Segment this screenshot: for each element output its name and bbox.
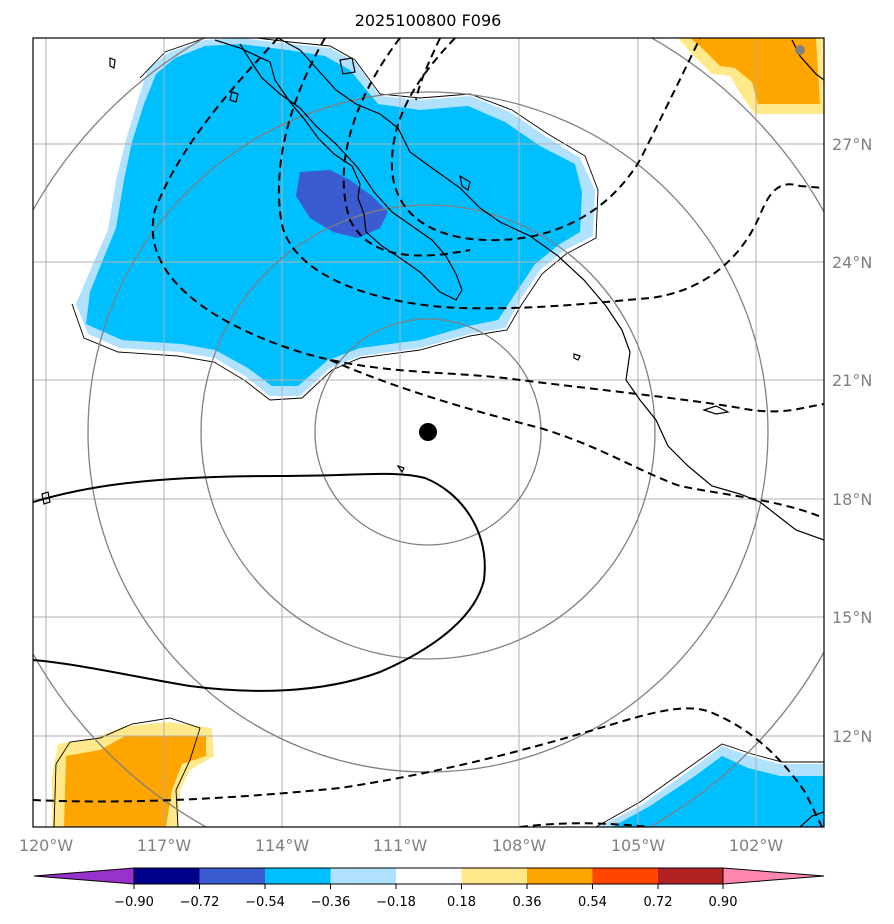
- storm-center-marker: [419, 423, 437, 441]
- colorbar-tick-label: −0.18: [376, 895, 416, 910]
- colorbar: −0.90 −0.72 −0.54 −0.36 −0.18 0.18 0.36 …: [33, 867, 825, 910]
- colorbar-segment: [134, 868, 200, 884]
- lat-label: 12°N: [832, 727, 872, 746]
- solid-contour: [33, 472, 486, 692]
- lon-label: 102°W: [729, 836, 784, 855]
- lon-label: 108°W: [492, 836, 547, 855]
- colorbar-tick-label: −0.90: [114, 895, 154, 910]
- colorbar-segment: [396, 868, 462, 884]
- colorbar-segment: [265, 868, 331, 884]
- colorbar-tick-label: 0.36: [513, 895, 542, 910]
- colorbar-tick-label: −0.36: [311, 895, 351, 910]
- lat-label: 27°N: [832, 135, 872, 154]
- colorbar-ticks: [133, 884, 724, 889]
- negative-anomaly-region: [71, 38, 599, 401]
- colorbar-segment: [527, 868, 593, 884]
- colorbar-extend-high: [722, 867, 825, 885]
- latitude-labels: 27°N 24°N 21°N 18°N 15°N 12°N: [832, 135, 872, 746]
- city-marker: [795, 45, 805, 55]
- colorbar-extend-low: [33, 867, 135, 885]
- colorbar-tick-label: 0.18: [447, 895, 476, 910]
- colorbar-segment: [461, 868, 527, 884]
- lat-label: 18°N: [832, 490, 872, 509]
- map-frame: [32, 37, 825, 828]
- lat-label: 15°N: [832, 608, 872, 627]
- colorbar-tick-label: 0.90: [709, 895, 738, 910]
- colorbar-segment: [592, 868, 658, 884]
- lon-label: 114°W: [255, 836, 310, 855]
- colorbar-tick-label: −0.72: [180, 895, 220, 910]
- colorbar-tick-label: 0.54: [578, 895, 607, 910]
- map-title: 2025100800 F096: [355, 11, 502, 30]
- colorbar-frame: [133, 867, 724, 885]
- lat-label: 21°N: [832, 371, 872, 390]
- colorbar-segment: [330, 868, 396, 884]
- graticule: [33, 38, 824, 827]
- colorbar-tick-label: 0.72: [644, 895, 673, 910]
- map-panel: [33, 38, 824, 827]
- coastlines: [41, 38, 824, 827]
- positive-anomaly-region-ne: [678, 38, 824, 114]
- lon-label: 111°W: [373, 836, 428, 855]
- lon-label: 105°W: [611, 836, 666, 855]
- lat-label: 24°N: [832, 253, 872, 272]
- colorbar-tick-label: −0.54: [245, 895, 285, 910]
- dashed-contours: [33, 38, 824, 827]
- colorbar-segment: [658, 868, 724, 884]
- colorbar-segment: [199, 868, 265, 884]
- lon-label: 120°W: [19, 836, 74, 855]
- longitude-labels: 120°W 117°W 114°W 111°W 108°W 105°W 102°…: [19, 836, 784, 855]
- lon-label: 117°W: [137, 836, 192, 855]
